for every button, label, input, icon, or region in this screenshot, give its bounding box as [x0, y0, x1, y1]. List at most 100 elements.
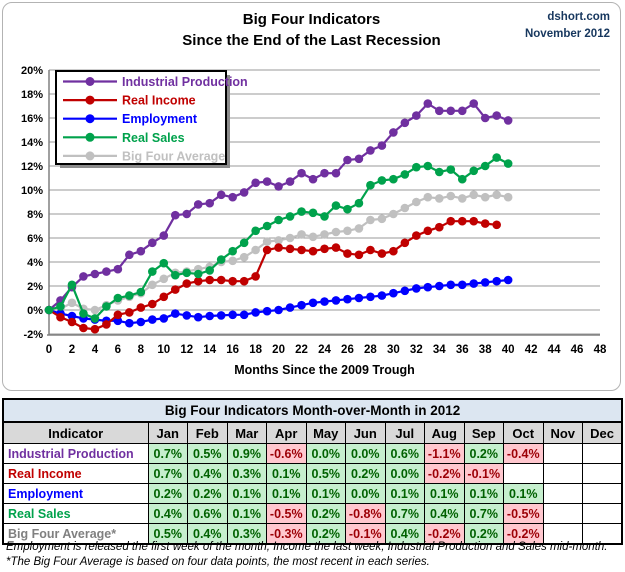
- legend-label: Big Four Average: [122, 149, 225, 163]
- value-cell: 0.0%: [345, 443, 386, 464]
- data-point: [366, 180, 375, 190]
- data-point: [400, 203, 410, 213]
- data-point: [262, 245, 272, 255]
- series-real-income: [44, 216, 501, 334]
- y-tick-label: -2%: [23, 329, 43, 341]
- data-point: [492, 276, 501, 286]
- data-point: [366, 215, 375, 225]
- x-tick-label: 26: [341, 344, 354, 356]
- month-header-mar: Mar: [226, 421, 267, 444]
- chart-title-line1: Big Four Indicators: [242, 11, 381, 28]
- data-point: [182, 209, 192, 219]
- data-point: [125, 318, 134, 328]
- data-point: [423, 226, 433, 236]
- month-header-sep: Sep: [463, 421, 504, 444]
- chart-title-line2: Since the End of the Last Recession: [182, 32, 441, 49]
- value-cell: 0.0%: [384, 463, 425, 484]
- month-header-oct: Oct: [503, 421, 544, 444]
- data-point: [308, 174, 318, 184]
- row-label: Employment: [2, 483, 149, 504]
- data-point: [492, 190, 501, 200]
- value-cell: 0.7%: [384, 503, 425, 524]
- data-point: [90, 324, 100, 334]
- data-point: [251, 308, 260, 317]
- value-cell: -0.2%: [424, 463, 465, 484]
- data-point: [285, 303, 295, 312]
- value-cell: 0.1%: [305, 483, 346, 504]
- data-point: [434, 194, 444, 203]
- data-point: [354, 250, 364, 260]
- month-header-jul: Jul: [384, 421, 425, 444]
- y-tick-label: 20%: [21, 65, 43, 77]
- data-point: [285, 212, 295, 221]
- series-real-sales: [44, 153, 513, 323]
- data-point: [251, 226, 260, 236]
- data-point: [239, 252, 249, 262]
- data-point: [239, 188, 249, 197]
- value-cell: [542, 463, 583, 484]
- footnote-average-note: *The Big Four Average is based on four d…: [6, 555, 430, 568]
- row-label: Real Income: [2, 463, 149, 484]
- data-point: [400, 286, 410, 296]
- data-point: [102, 320, 111, 329]
- table-row: Employment 0.2% 0.2% 0.1% 0.1% 0.1% 0.0% 0.1% 0.…: [2, 483, 623, 504]
- data-point: [492, 111, 501, 120]
- data-point: [343, 204, 352, 214]
- data-point: [125, 308, 134, 317]
- data-point: [343, 226, 352, 236]
- data-point: [159, 231, 169, 240]
- data-point: [446, 216, 456, 226]
- x-tick-label: 46: [571, 344, 584, 356]
- data-point: [148, 238, 157, 248]
- data-point: [228, 256, 237, 266]
- data-point: [412, 284, 421, 293]
- data-point: [239, 276, 249, 286]
- data-point: [193, 269, 203, 279]
- data-point: [377, 249, 387, 258]
- value-cell: [582, 463, 623, 484]
- data-point: [113, 293, 123, 303]
- y-tick-label: 0%: [27, 305, 43, 317]
- x-tick-label: 44: [548, 344, 561, 356]
- data-point: [136, 303, 146, 312]
- value-cell: 0.1%: [384, 483, 425, 504]
- data-point: [503, 159, 513, 168]
- legend-label: Employment: [122, 112, 198, 126]
- data-point: [136, 287, 146, 297]
- data-point: [239, 238, 249, 248]
- source-date: November 2012: [524, 28, 610, 40]
- value-cell: 0.4%: [147, 503, 188, 524]
- data-point: [148, 280, 157, 290]
- month-header-apr: Apr: [266, 421, 307, 444]
- footnote-release-schedule: Employment is released the first week of…: [6, 541, 608, 553]
- data-point: [389, 174, 398, 184]
- data-point: [90, 269, 100, 279]
- data-point: [331, 243, 341, 252]
- table-title: Big Four Indicators Month-over-Month in …: [2, 398, 623, 423]
- y-tick-label: 8%: [27, 209, 43, 221]
- month-header-aug: Aug: [424, 421, 465, 444]
- value-cell: 0.1%: [226, 483, 267, 504]
- indicator-header: Indicator: [2, 421, 149, 444]
- value-cell: [542, 443, 583, 464]
- value-cell: 0.1%: [226, 503, 267, 524]
- data-point: [389, 209, 398, 219]
- data-point: [423, 282, 433, 292]
- x-tick-label: 20: [272, 344, 285, 356]
- data-point: [159, 258, 169, 268]
- value-cell: 0.3%: [226, 463, 267, 484]
- data-point: [377, 176, 387, 185]
- value-cell: 0.4%: [384, 523, 425, 545]
- data-point: [446, 106, 456, 116]
- footnotes: Employment is released the first week of…: [6, 540, 619, 569]
- data-point: [366, 245, 375, 255]
- data-point: [193, 276, 203, 286]
- data-point: [136, 317, 146, 327]
- source-site: dshort.com: [547, 11, 610, 23]
- value-cell: [542, 523, 583, 545]
- data-point: [377, 141, 387, 150]
- data-point: [354, 198, 364, 208]
- data-point: [400, 170, 410, 179]
- value-cell: 0.3%: [226, 523, 267, 545]
- data-point: [285, 177, 295, 186]
